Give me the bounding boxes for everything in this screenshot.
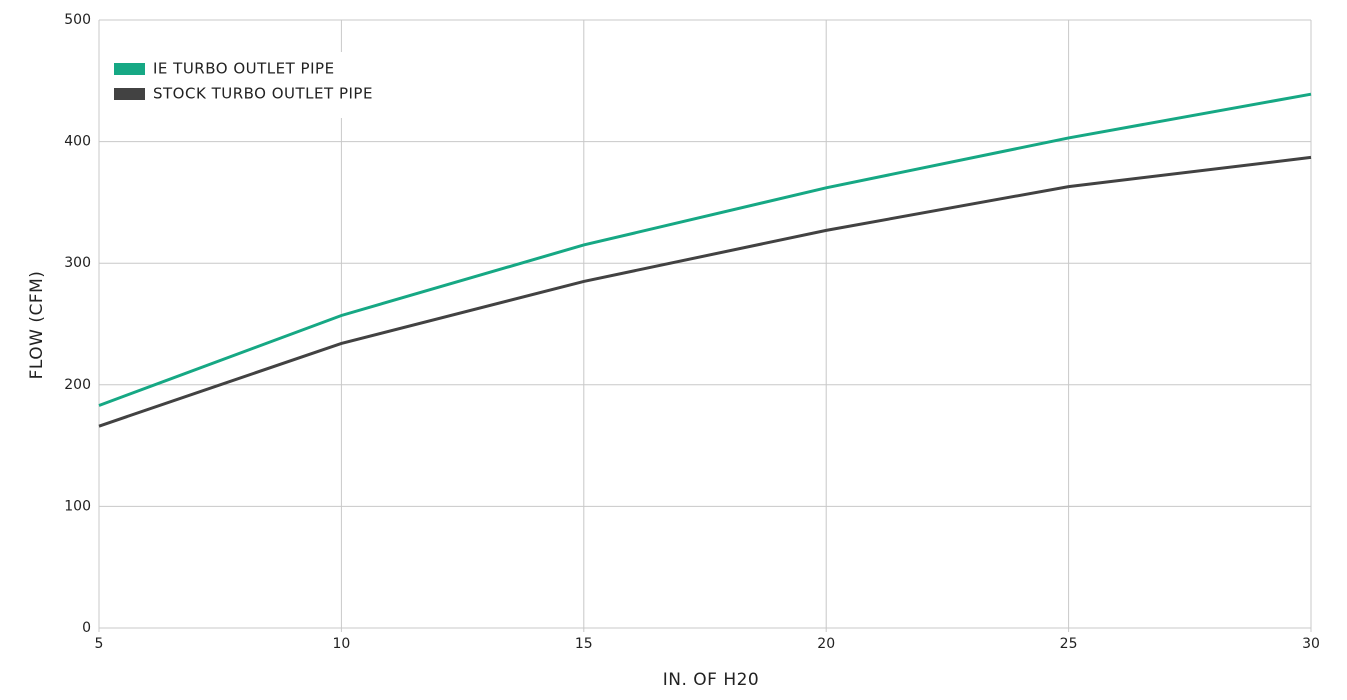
x-axis-title: IN. OF H20 <box>663 670 760 690</box>
y-tick-label: 0 <box>82 620 91 636</box>
x-tick-label: 25 <box>1060 636 1078 652</box>
legend-swatch <box>114 88 145 100</box>
x-tick-label: 10 <box>332 636 350 652</box>
x-tick-label: 5 <box>95 636 104 652</box>
series-line <box>98 155 1312 428</box>
y-tick-label: 300 <box>64 255 91 271</box>
legend-box <box>105 52 379 118</box>
x-tick-label: 15 <box>575 636 593 652</box>
legend-label: IE TURBO OUTLET PIPE <box>153 60 335 78</box>
y-tick-label: 400 <box>64 134 91 150</box>
y-tick-label: 500 <box>64 12 91 28</box>
legend-swatch <box>114 63 145 75</box>
x-tick-label: 30 <box>1302 636 1320 652</box>
series-line <box>98 92 1312 407</box>
y-tick-label: 200 <box>64 377 91 393</box>
y-axis-title: FLOW (CFM) <box>27 271 47 380</box>
x-tick-label: 20 <box>817 636 835 652</box>
legend-label: STOCK TURBO OUTLET PIPE <box>153 85 373 103</box>
y-tick-label: 100 <box>64 498 91 514</box>
